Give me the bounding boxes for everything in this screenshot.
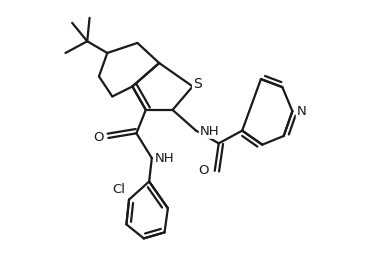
Text: O: O [93,132,103,144]
Text: NH: NH [200,125,219,138]
Text: S: S [192,77,201,91]
Text: O: O [198,164,209,177]
Text: N: N [296,105,306,118]
Text: Cl: Cl [113,183,126,196]
Text: NH: NH [155,152,175,165]
